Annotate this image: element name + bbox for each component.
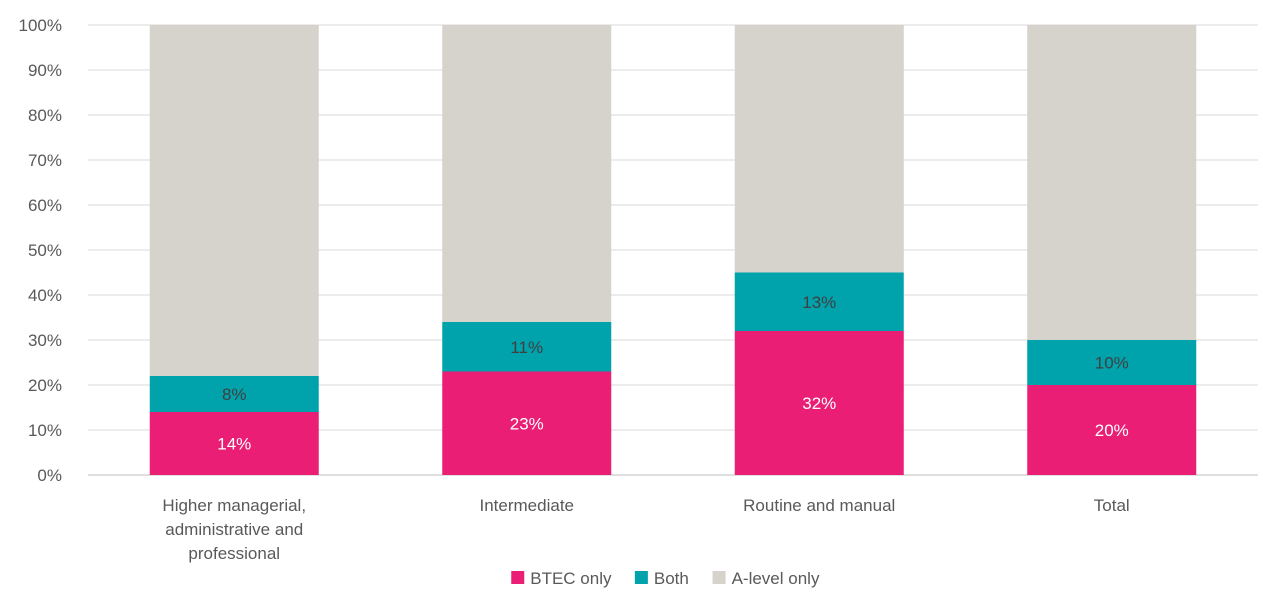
bar-segment xyxy=(734,272,904,331)
data-label: 8% xyxy=(222,385,247,404)
y-tick-label: 60% xyxy=(28,196,62,215)
legend-label: BTEC only xyxy=(530,569,612,588)
y-tick-label: 30% xyxy=(28,331,62,350)
y-axis-ticks: 0% 10% 20% 30% 40% 50% 60% 70% 80% 90% 100% xyxy=(19,16,62,485)
y-tick-label: 100% xyxy=(19,16,62,35)
bar-segment xyxy=(442,25,612,322)
data-label: 11% xyxy=(510,338,543,357)
x-tick-label: administrative and xyxy=(165,520,303,539)
bar-segment xyxy=(149,376,319,412)
data-label: 32% xyxy=(802,394,836,413)
x-tick-label: Intermediate xyxy=(480,496,575,515)
legend-swatch xyxy=(634,571,648,584)
data-labels: 14% 8% 23% 11% 32% 13% 20% 10% xyxy=(217,293,1129,454)
bar-segment xyxy=(734,331,904,475)
y-tick-label: 40% xyxy=(28,286,62,305)
bar-segment xyxy=(149,25,319,376)
y-tick-label: 10% xyxy=(28,421,62,440)
bar-segment xyxy=(149,412,319,475)
x-axis-ticks: Higher managerial, administrative and prof… xyxy=(162,496,1129,563)
x-tick-label: Higher managerial, xyxy=(162,496,306,515)
legend: BTEC only Both A-level only xyxy=(511,569,820,588)
data-label: 20% xyxy=(1095,421,1129,440)
x-tick-label: professional xyxy=(188,544,280,563)
bar-segment xyxy=(734,25,904,273)
bar-segment xyxy=(1027,340,1197,385)
y-tick-label: 0% xyxy=(37,466,62,485)
data-label: 13% xyxy=(802,293,836,312)
bars xyxy=(149,25,1197,475)
y-tick-label: 90% xyxy=(28,61,62,80)
legend-swatch xyxy=(511,571,525,584)
data-label: 14% xyxy=(217,435,251,454)
y-tick-label: 70% xyxy=(28,151,62,170)
y-tick-label: 20% xyxy=(28,376,62,395)
legend-item: BTEC only xyxy=(511,569,612,588)
data-label: 23% xyxy=(510,414,544,433)
legend-item: Both xyxy=(634,569,689,588)
bar-segment xyxy=(442,371,612,475)
bar-segment xyxy=(1027,25,1197,340)
bar-segment xyxy=(1027,385,1197,475)
legend-item: A-level only xyxy=(712,569,820,588)
x-tick-label: Total xyxy=(1094,496,1130,515)
legend-label: Both xyxy=(654,569,689,588)
y-tick-label: 50% xyxy=(28,241,62,260)
legend-label: A-level only xyxy=(732,569,820,588)
y-tick-label: 80% xyxy=(28,106,62,125)
bar-segment xyxy=(442,322,612,372)
x-tick-label: Routine and manual xyxy=(743,496,895,515)
data-label: 10% xyxy=(1095,354,1129,373)
legend-swatch xyxy=(712,571,726,584)
